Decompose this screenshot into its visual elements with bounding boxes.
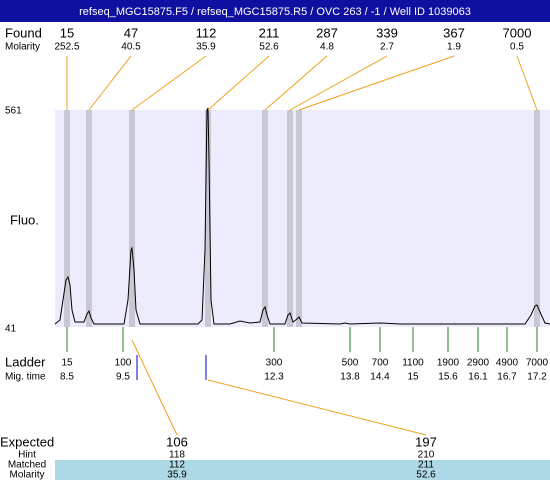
connector xyxy=(298,55,455,111)
peak-band xyxy=(296,110,302,327)
title: refseq_MGC15875.F5 / refseq_MGC15875.R5 … xyxy=(79,6,471,18)
mig-time: 14.4 xyxy=(370,372,390,383)
expected-row-label: Expected xyxy=(0,434,54,449)
ladder-size: 1100 xyxy=(402,358,424,369)
connector xyxy=(289,55,388,111)
peak-band xyxy=(129,110,135,327)
peak-molarity: 1.9 xyxy=(447,42,461,53)
expected-hint: 118 xyxy=(169,450,185,461)
expected-row-label: Molarity xyxy=(9,470,44,480)
mig-time: 12.3 xyxy=(264,372,284,383)
ladder-label: Ladder xyxy=(5,354,46,369)
expected-expected: 106 xyxy=(166,434,188,449)
connector xyxy=(264,55,328,111)
trace xyxy=(54,107,550,325)
ladder-size: 1900 xyxy=(437,358,460,369)
peak-band xyxy=(262,110,268,327)
expected-expected: 197 xyxy=(415,434,437,449)
expected-row-label: Hint xyxy=(18,450,36,461)
peak-size: 15 xyxy=(60,25,74,40)
peak-molarity: 0.5 xyxy=(510,42,524,53)
connector xyxy=(131,339,178,436)
molarity-label: Molarity xyxy=(5,42,40,53)
peak-molarity: 40.5 xyxy=(121,42,141,53)
peak-band xyxy=(287,110,293,327)
ladder-size: 7000 xyxy=(526,358,549,369)
connector xyxy=(516,55,538,111)
y-bottom: 41 xyxy=(5,324,17,335)
peak-size: 7000 xyxy=(503,25,532,40)
peak-molarity: 4.8 xyxy=(320,42,334,53)
connector xyxy=(207,379,427,436)
peak-band xyxy=(64,110,70,327)
matched-band xyxy=(55,460,550,480)
ladder-size: 15 xyxy=(61,358,73,369)
peak-molarity: 35.9 xyxy=(196,42,216,53)
mig-time: 13.8 xyxy=(340,372,360,383)
plot-area xyxy=(55,110,550,327)
mig-time: 9.5 xyxy=(116,372,130,383)
peak-molarity: 2.7 xyxy=(380,42,394,53)
expected-row-label: Matched xyxy=(8,460,46,471)
mig-time: 8.5 xyxy=(60,372,74,383)
connector xyxy=(88,55,132,111)
peak-band xyxy=(534,110,540,327)
expected-hint: 210 xyxy=(418,450,435,461)
found-label: Found xyxy=(5,25,42,40)
ladder-size: 4900 xyxy=(496,358,519,369)
peak-size: 287 xyxy=(316,25,338,40)
y-label: Fluo. xyxy=(10,212,39,227)
mig-time: 15.6 xyxy=(438,372,458,383)
mig-label: Mig. time xyxy=(5,372,46,383)
ladder-size: 300 xyxy=(266,358,283,369)
mig-time: 16.7 xyxy=(497,372,517,383)
ladder-size: 500 xyxy=(342,358,359,369)
y-top: 561 xyxy=(5,106,22,117)
connector xyxy=(207,55,270,111)
mig-time: 16.1 xyxy=(468,372,488,383)
ladder-size: 100 xyxy=(115,358,132,369)
mig-time: 17.2 xyxy=(527,372,547,383)
peak-size: 367 xyxy=(443,25,465,40)
peak-size: 112 xyxy=(196,25,217,40)
title-bar xyxy=(0,0,550,22)
mig-time: 15 xyxy=(407,372,419,383)
expected-molarity: 35.9 xyxy=(167,470,187,480)
peak-molarity: 252.5 xyxy=(54,42,79,53)
peak-band xyxy=(205,110,211,327)
connector xyxy=(131,55,207,111)
ladder-size: 700 xyxy=(372,358,389,369)
peak-size: 211 xyxy=(259,25,280,40)
peak-band xyxy=(86,110,92,327)
ladder-size: 2900 xyxy=(467,358,490,369)
peak-size: 339 xyxy=(376,25,398,40)
expected-matched: 211 xyxy=(418,460,434,471)
expected-matched: 112 xyxy=(169,460,185,471)
peak-size: 47 xyxy=(124,25,138,40)
expected-molarity: 52.6 xyxy=(416,470,436,480)
peak-molarity: 52.6 xyxy=(259,42,279,53)
